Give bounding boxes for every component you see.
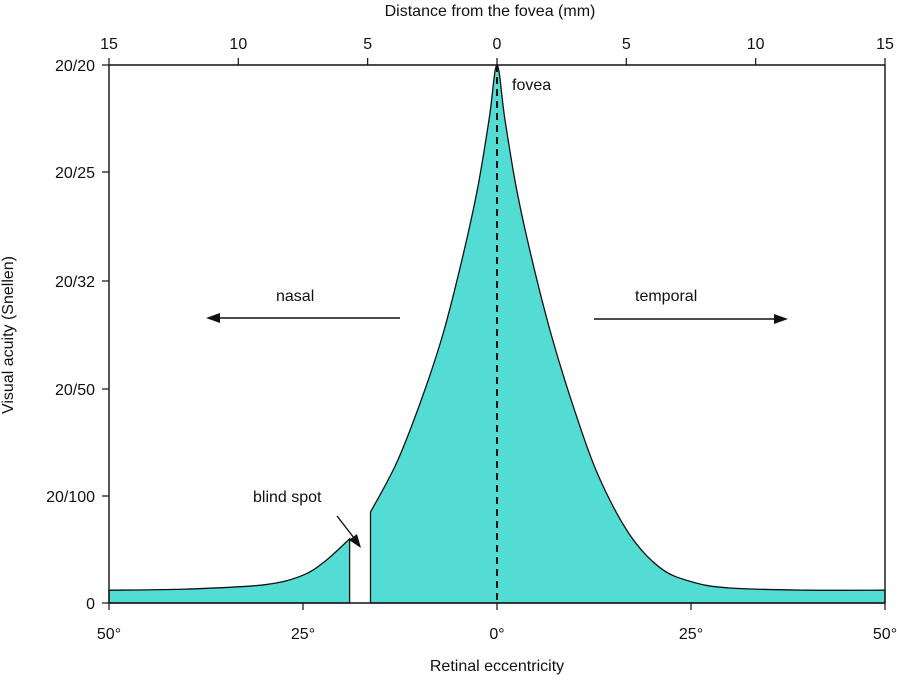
ticks-layer: 50° 25° 0° 25° 50° 15 10 5 0 5 10 15 0 20/100 20/50 20/… xyxy=(46,36,897,643)
top-tick-label: 10 xyxy=(747,36,765,53)
x-tick-label: 50° xyxy=(97,626,121,643)
acuity-area-segment-0 xyxy=(108,537,351,604)
blind-spot-arrow xyxy=(336,515,355,539)
x-tick-label: 50° xyxy=(873,626,897,643)
blind-spot-label: blind spot xyxy=(253,489,322,506)
x-tick-label: 25° xyxy=(679,626,703,643)
nasal-arrow-head xyxy=(206,313,220,323)
x-tick-label: 0° xyxy=(489,626,504,643)
y-tick-label: 20/20 xyxy=(55,58,95,75)
temporal-arrow-head xyxy=(774,314,788,324)
top-tick-label: 10 xyxy=(229,36,247,53)
x-axis-title: Retinal eccentricity xyxy=(430,658,564,675)
top-tick-label: 5 xyxy=(363,36,372,53)
top-tick-label: 15 xyxy=(100,36,118,53)
nasal-label: nasal xyxy=(276,288,314,305)
y-tick-label: 20/100 xyxy=(46,489,95,506)
blind-spot-arrow-head xyxy=(349,534,361,548)
x-tick-label: 25° xyxy=(291,626,315,643)
top-tick-label: 0 xyxy=(493,36,502,53)
area-layer xyxy=(108,64,886,604)
y-tick-label: 0 xyxy=(86,596,95,613)
y-tick-label: 20/32 xyxy=(55,274,95,291)
y-tick-label: 20/25 xyxy=(55,165,95,182)
temporal-label: temporal xyxy=(635,288,697,305)
top-tick-label: 5 xyxy=(622,36,631,53)
y-axis-title: Visual acuity (Snellen) xyxy=(0,256,17,414)
y-tick-label: 20/50 xyxy=(55,382,95,399)
top-tick-label: 15 xyxy=(876,36,894,53)
fovea-label: fovea xyxy=(512,77,551,94)
top-axis-title: Distance from the fovea (mm) xyxy=(385,3,596,20)
acuity-area-segment-1 xyxy=(369,64,886,604)
